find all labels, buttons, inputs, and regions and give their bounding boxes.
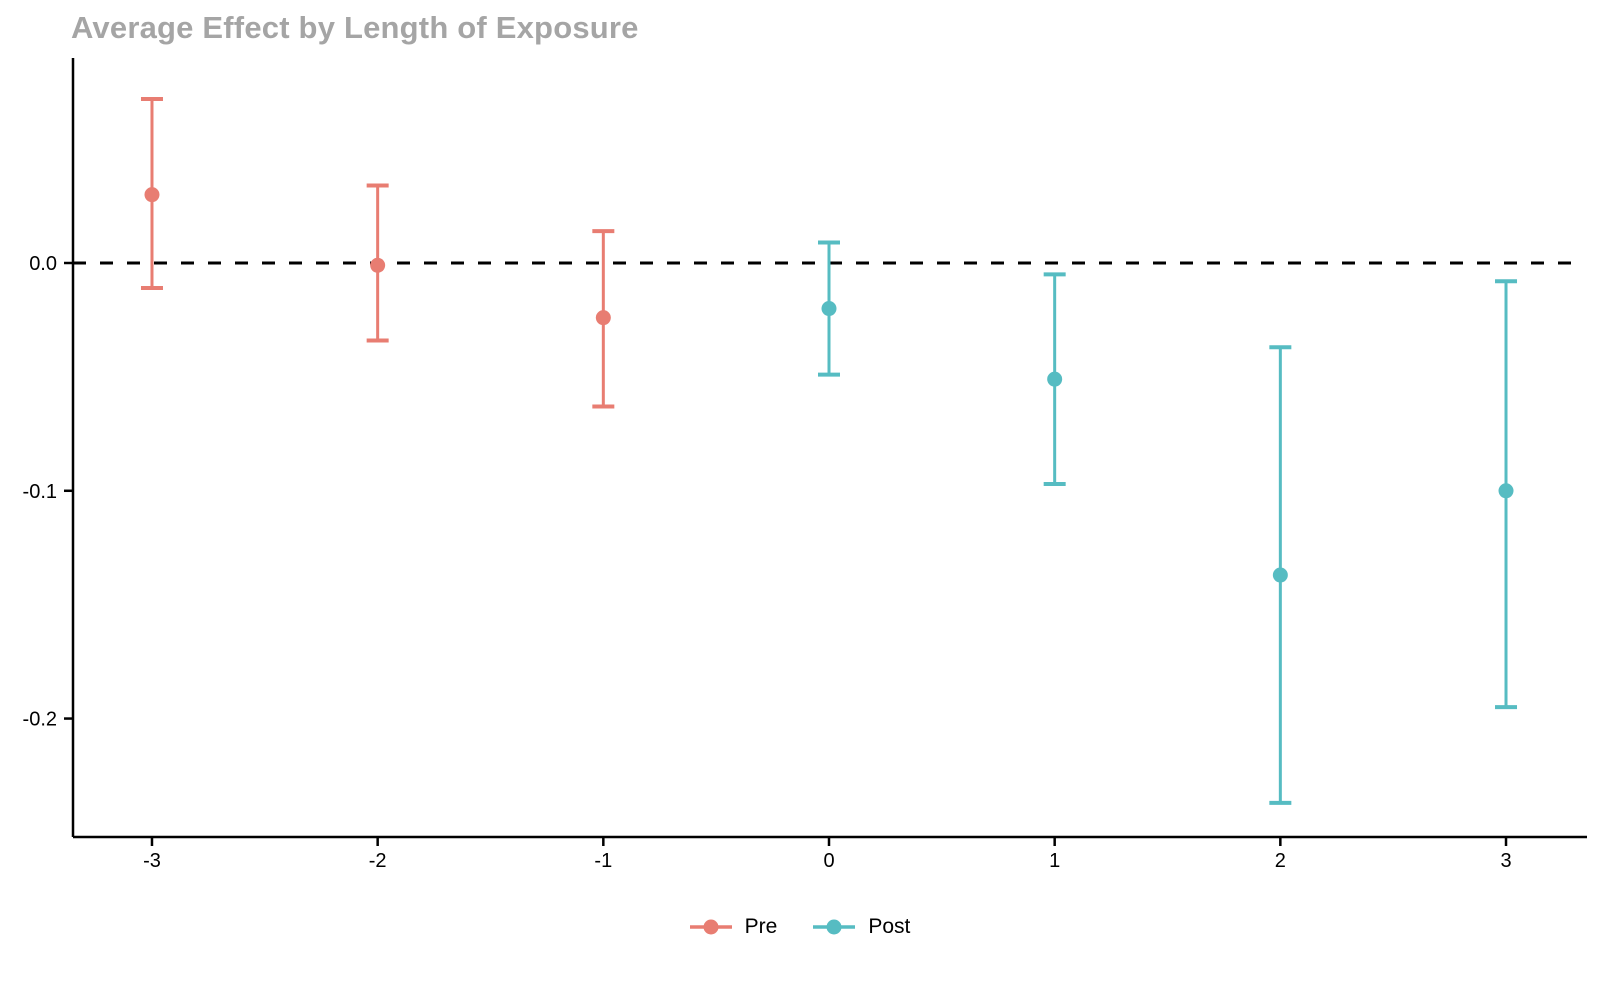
point-pre-x-1 <box>595 310 611 326</box>
x-axis-tick-label: -1 <box>594 850 612 872</box>
legend: Pre Post <box>0 903 1600 951</box>
x-axis-tick-label: -2 <box>369 850 387 872</box>
pre-errorbar-key-icon <box>689 919 732 935</box>
x-axis-tick-label: 2 <box>1275 850 1286 872</box>
point-pre-x-2 <box>370 257 386 273</box>
chart-title: Average Effect by Length of Exposure <box>71 10 639 45</box>
point-post-x1 <box>1047 371 1063 387</box>
x-axis-tick-label: 1 <box>1049 850 1060 872</box>
post-errorbar-key-icon <box>813 919 856 935</box>
x-axis-tick-label: 0 <box>823 850 834 872</box>
legend-item-pre: Pre <box>689 915 778 939</box>
point-post-x3 <box>1498 483 1514 499</box>
plot-area: 0.0 -0.1 -0.2 -3 -2 -1 0 1 2 3 <box>23 58 1587 872</box>
y-axis-tick-label: 0.0 <box>29 253 57 275</box>
x-axis-tick-label: -3 <box>143 850 161 872</box>
x-axis-tick-label: 3 <box>1500 850 1511 872</box>
point-post-x2 <box>1272 567 1288 583</box>
y-axis-tick-label: -0.1 <box>23 481 57 503</box>
legend-label-post: Post <box>868 915 911 938</box>
legend-item-post: Post <box>813 915 910 939</box>
point-pre-x-3 <box>144 187 160 203</box>
legend-label-pre: Pre <box>744 915 778 938</box>
y-axis-tick-label: -0.2 <box>23 709 57 731</box>
point-post-x0 <box>821 301 837 317</box>
